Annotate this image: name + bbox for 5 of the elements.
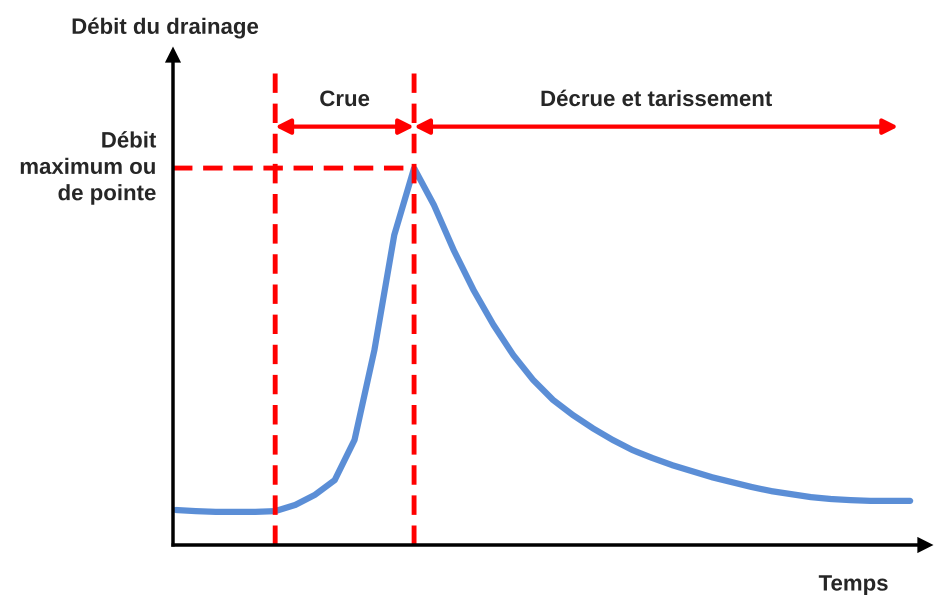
text: Décrue et tarissement: [542, 90, 772, 106]
text: Débit du drainage: [72, 17, 258, 39]
text: Crue: [320, 90, 370, 106]
ref-line-label: Débit maximum ou de pointe: [20, 131, 156, 205]
x-axis-title: Temps: [818, 575, 888, 595]
